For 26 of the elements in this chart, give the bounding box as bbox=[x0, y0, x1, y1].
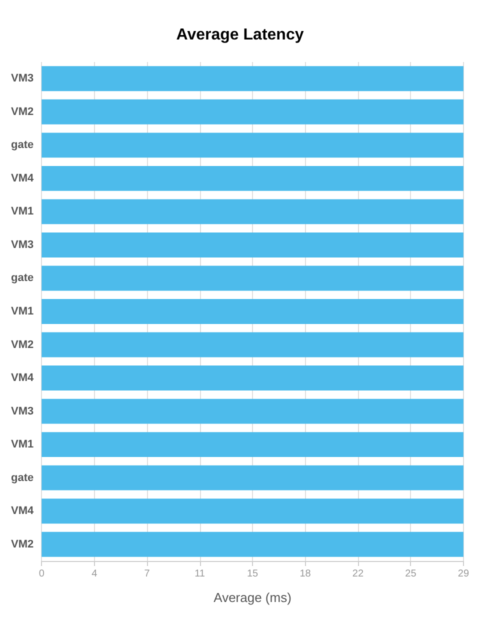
x-tick-label: 18 bbox=[300, 568, 312, 580]
x-tick-label: 0 bbox=[38, 568, 45, 580]
y-tick-label: VM3 bbox=[10, 238, 34, 251]
y-tick-label: VM4 bbox=[10, 172, 34, 184]
x-tick-label: 22 bbox=[352, 568, 364, 580]
y-tick-label: gate bbox=[10, 472, 34, 484]
y-tick-label: VM3 bbox=[10, 405, 34, 418]
x-tick-label: 15 bbox=[246, 568, 259, 580]
y-tick-label: gate bbox=[10, 272, 34, 284]
x-tick-label: 4 bbox=[92, 568, 98, 580]
y-tick-label: VM2 bbox=[10, 106, 34, 118]
x-tick-label: 29 bbox=[458, 568, 470, 580]
y-tick-label: gate bbox=[10, 139, 34, 152]
y-tick-label: VM1 bbox=[10, 206, 34, 218]
x-tick-label: 7 bbox=[144, 568, 150, 580]
x-tick-label: 11 bbox=[194, 568, 206, 580]
y-tick-label: VM4 bbox=[10, 505, 34, 518]
y-tick-label: VM2 bbox=[10, 338, 34, 351]
y-tick-label: VM2 bbox=[10, 538, 34, 550]
y-tick-label: VM1 bbox=[10, 306, 34, 318]
x-tick-label: 25 bbox=[405, 568, 417, 580]
y-tick-label: VM1 bbox=[10, 438, 34, 451]
x-axis-title: Average (ms) bbox=[214, 590, 292, 605]
y-tick-label: VM3 bbox=[10, 72, 34, 85]
chart-title: Average Latency bbox=[176, 26, 304, 44]
y-tick-label: VM4 bbox=[10, 372, 34, 384]
